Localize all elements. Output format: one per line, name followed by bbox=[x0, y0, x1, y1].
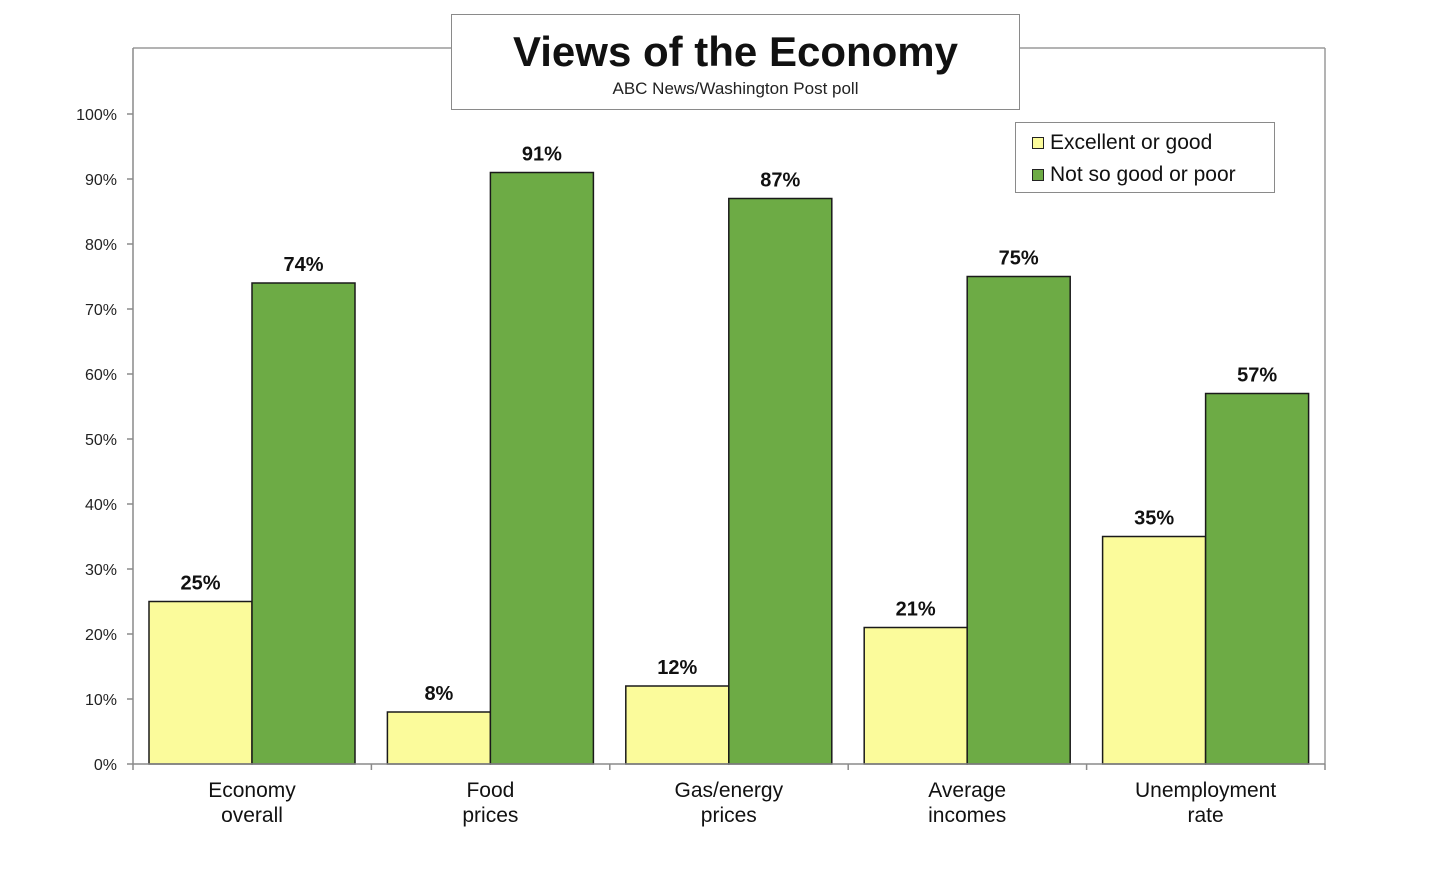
y-tick-label: 10% bbox=[85, 692, 117, 709]
legend-label-excellent: Excellent or good bbox=[1050, 131, 1213, 154]
y-tick-label: 30% bbox=[85, 562, 117, 579]
data-label: 25% bbox=[180, 573, 220, 595]
legend-label-poor: Not so good or poor bbox=[1050, 163, 1236, 186]
y-tick-label: 40% bbox=[85, 497, 117, 514]
bar-poor bbox=[966, 275, 1071, 765]
x-tick-label: Gas/energy bbox=[675, 779, 784, 802]
data-label: 8% bbox=[424, 683, 453, 705]
legend-item-excellent: Excellent or good bbox=[1032, 127, 1274, 159]
bar-poor bbox=[728, 197, 833, 765]
data-label: 12% bbox=[657, 657, 697, 679]
bar-poor bbox=[251, 282, 356, 765]
chart-subtitle: ABC News/Washington Post poll bbox=[612, 79, 859, 98]
chart-title: Views of the Economy bbox=[513, 28, 958, 75]
y-tick-label: 100% bbox=[76, 107, 117, 124]
x-tick-label: Unemployment bbox=[1135, 779, 1276, 802]
x-tick-label: incomes bbox=[928, 804, 1006, 827]
x-tick-label: prices bbox=[701, 804, 757, 827]
y-tick-label: 20% bbox=[85, 627, 117, 644]
x-tick-label: Food bbox=[466, 779, 514, 802]
legend-swatch-poor bbox=[1032, 169, 1044, 181]
bar-excellent bbox=[863, 626, 968, 765]
bar-excellent bbox=[625, 685, 730, 765]
data-label: 57% bbox=[1237, 365, 1277, 387]
y-tick-label: 70% bbox=[85, 302, 117, 319]
x-tick-label: rate bbox=[1188, 804, 1224, 827]
bar-excellent bbox=[148, 600, 253, 765]
x-tick-label: overall bbox=[221, 804, 283, 827]
data-label: 74% bbox=[283, 254, 323, 276]
x-tick-label: Average bbox=[928, 779, 1006, 802]
legend-swatch-excellent bbox=[1032, 137, 1044, 149]
legend: Excellent or good Not so good or poor bbox=[1015, 122, 1275, 193]
data-label: 21% bbox=[896, 599, 936, 621]
bar-poor bbox=[1204, 392, 1310, 765]
y-tick-label: 0% bbox=[94, 757, 117, 774]
data-label: 87% bbox=[760, 170, 800, 192]
x-tick-label: prices bbox=[462, 804, 518, 827]
y-tick-label: 50% bbox=[85, 432, 117, 449]
data-label: 35% bbox=[1134, 508, 1174, 530]
y-tick-label: 80% bbox=[85, 237, 117, 254]
data-label: 75% bbox=[999, 248, 1039, 270]
x-tick-label: Economy bbox=[208, 779, 296, 802]
legend-item-poor: Not so good or poor bbox=[1032, 159, 1274, 191]
bar-poor bbox=[489, 171, 595, 765]
data-label: 91% bbox=[522, 144, 562, 166]
y-tick-label: 90% bbox=[85, 172, 117, 189]
chart-title-box: Views of the Economy ABC News/Washington… bbox=[451, 14, 1020, 110]
bar-excellent bbox=[386, 711, 492, 765]
y-tick-label: 60% bbox=[85, 367, 117, 384]
bar-excellent bbox=[1101, 535, 1207, 765]
